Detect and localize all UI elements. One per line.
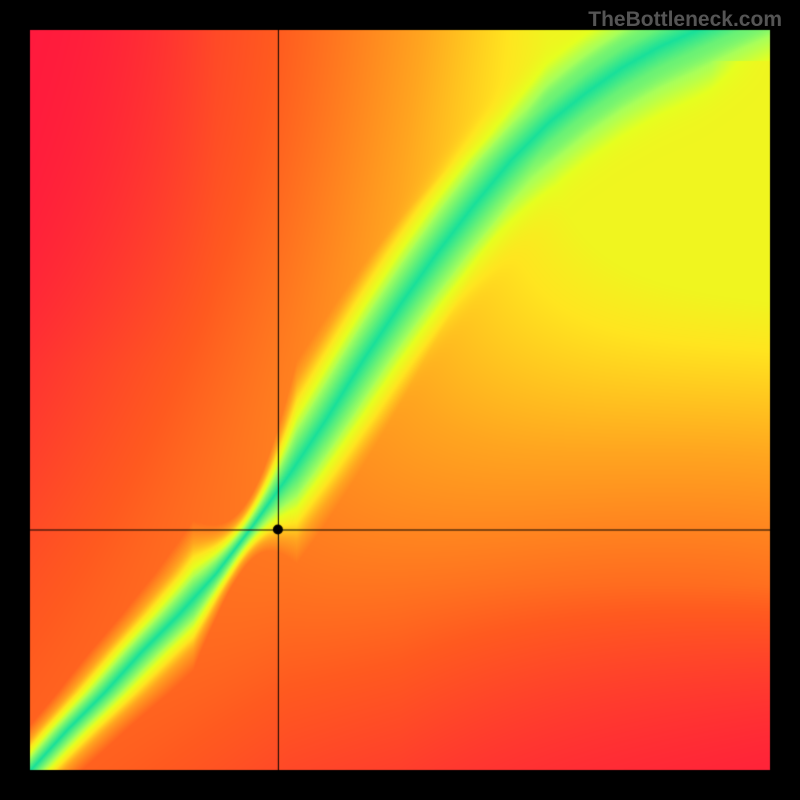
bottleneck-heatmap xyxy=(0,0,800,800)
chart-container: TheBottleneck.com xyxy=(0,0,800,800)
watermark-text: TheBottleneck.com xyxy=(588,8,782,32)
